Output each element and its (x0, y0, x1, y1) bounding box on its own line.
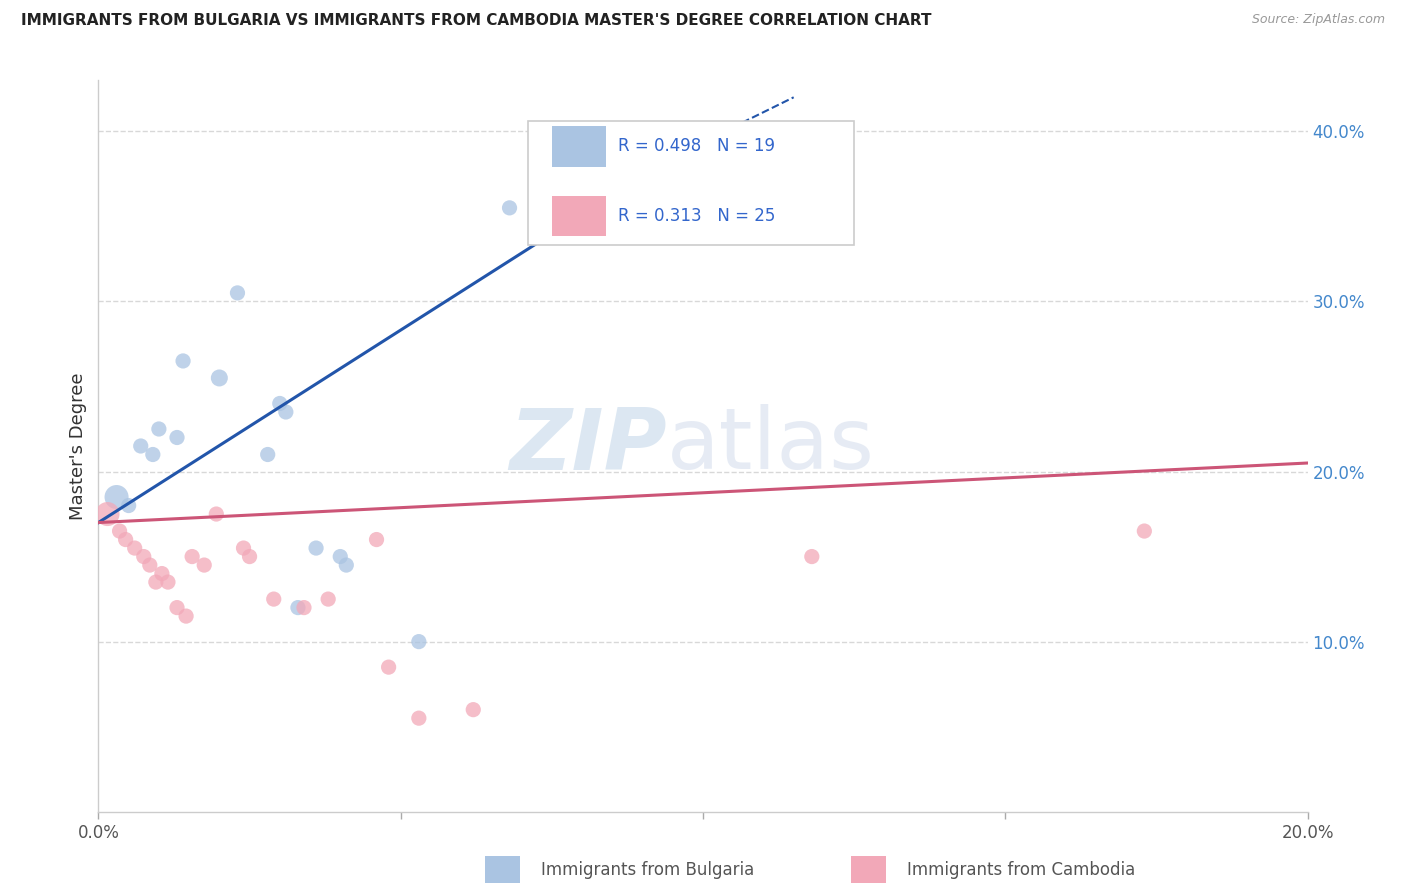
Point (305, 541, 328, 555)
Point (316, 592, 339, 607)
Point (148, 422, 170, 436)
Point (145, 575, 167, 590)
Point (205, 507, 228, 521)
Point (408, 711, 430, 725)
Point (156, 575, 179, 590)
Point (800, 549, 823, 564)
Text: atlas: atlas (666, 404, 875, 488)
Point (174, 609, 197, 624)
Point (256, 448, 278, 462)
Text: ZIP: ZIP (509, 404, 666, 488)
Point (208, 371, 231, 385)
Point (1133, 524, 1156, 538)
Point (232, 541, 254, 555)
Point (366, 533, 388, 547)
Point (108, 524, 131, 538)
Point (166, 430, 188, 444)
Point (377, 660, 399, 674)
Bar (553, 196, 606, 236)
Point (139, 558, 162, 572)
Text: IMMIGRANTS FROM BULGARIA VS IMMIGRANTS FROM CAMBODIA MASTER'S DEGREE CORRELATION: IMMIGRANTS FROM BULGARIA VS IMMIGRANTS F… (21, 13, 932, 29)
Point (193, 558, 215, 572)
Point (329, 549, 352, 564)
Point (124, 541, 146, 555)
Y-axis label: Master's Degree: Master's Degree (69, 372, 87, 520)
Text: R = 0.313   N = 25: R = 0.313 N = 25 (619, 207, 776, 225)
Point (105, 490, 128, 504)
Point (129, 439, 152, 453)
Point (118, 499, 141, 513)
Point (498, 201, 520, 215)
Point (114, 533, 136, 547)
Point (172, 354, 194, 368)
Point (292, 600, 315, 615)
Point (150, 566, 173, 581)
Point (269, 396, 291, 410)
Text: Immigrants from Bulgaria: Immigrants from Bulgaria (541, 861, 755, 879)
Point (263, 592, 285, 607)
Bar (553, 127, 606, 167)
Point (287, 600, 309, 615)
Text: Source: ZipAtlas.com: Source: ZipAtlas.com (1251, 13, 1385, 27)
Point (239, 549, 262, 564)
Text: Immigrants from Cambodia: Immigrants from Cambodia (907, 861, 1135, 879)
Point (613, 167, 636, 181)
Point (274, 405, 297, 419)
Point (226, 285, 249, 300)
FancyBboxPatch shape (527, 120, 855, 245)
Text: R = 0.498   N = 19: R = 0.498 N = 19 (619, 137, 775, 155)
Point (335, 558, 357, 572)
Point (132, 549, 155, 564)
Point (181, 549, 204, 564)
Point (166, 600, 188, 615)
Point (96, 507, 118, 521)
Point (142, 448, 165, 462)
Point (463, 703, 485, 717)
Point (408, 634, 430, 648)
